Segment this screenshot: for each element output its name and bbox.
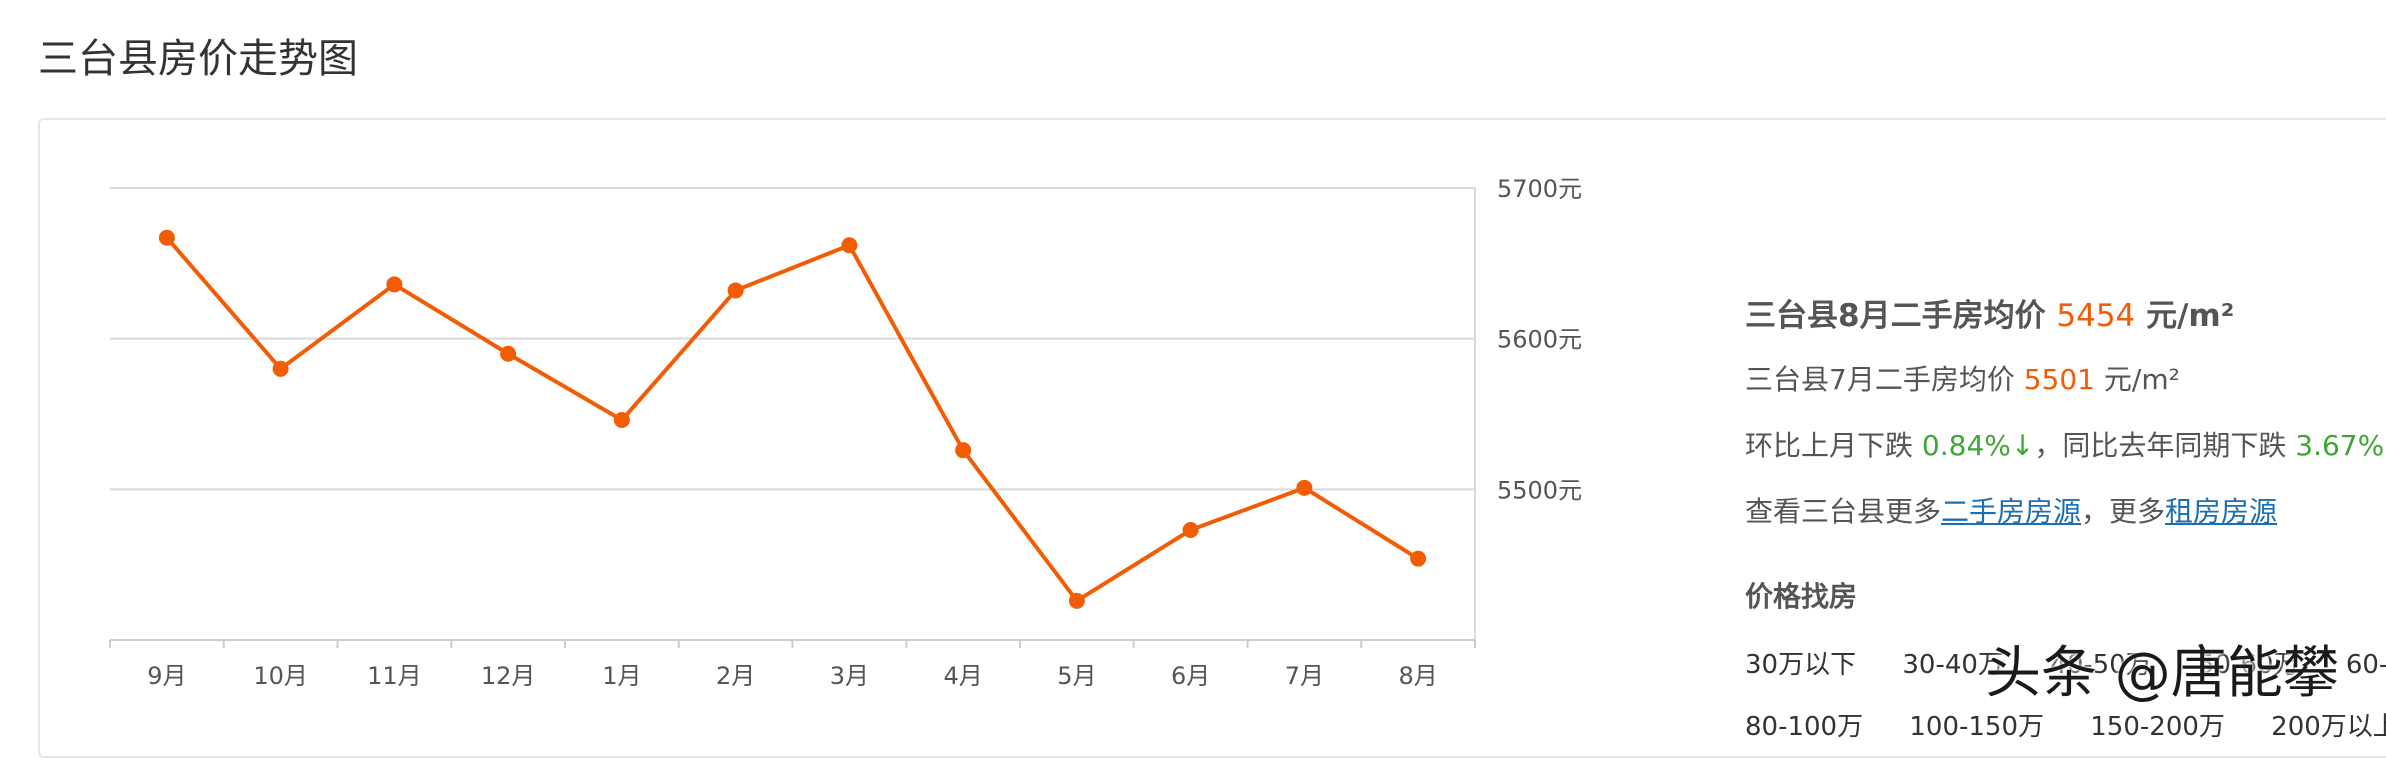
price-change: 环比上月下跌 0.84%↓，同比去年同期下跌 3.67%↓ (1745, 424, 2386, 464)
data-point (841, 237, 858, 254)
more-rentals-label: ，更多 (2081, 495, 2166, 528)
price-trend-chart: 5500元 5600元 5700元 9月 10月 11月 12月 1月 2月 3月 4月 5月 6月 7月… (109, 175, 1582, 690)
yoy-change-label: ，同比去年同期下跌 (2034, 429, 2287, 462)
x-tick-label: 12月 (481, 662, 536, 690)
price-range-option[interactable]: 100-150万 (1909, 712, 2044, 742)
grid-lines (110, 187, 1475, 491)
data-point (1182, 522, 1199, 539)
current-avg-label: 三台县8月二手房均价 (1745, 298, 2046, 334)
x-tick-label: 5月 (1057, 662, 1096, 690)
price-search-title: 价格找房 (1745, 580, 1858, 613)
current-avg-value: 5454 (2056, 298, 2136, 334)
previous-avg-value: 5501 (2023, 363, 2095, 396)
y-tick-label: 5500元 (1497, 476, 1582, 504)
price-range-option[interactable]: 30-40万 (1902, 650, 2004, 680)
x-tick-label: 7月 (1285, 662, 1324, 690)
more-listings: 查看三台县更多二手房房源，更多租房房源 (1745, 490, 2277, 530)
series-line (165, 236, 1420, 603)
x-tick-label: 6月 (1171, 662, 1210, 690)
previous-avg-label: 三台县7月二手房均价 (1745, 363, 2015, 396)
data-point (955, 442, 972, 459)
x-tick-label: 1月 (602, 662, 641, 690)
data-point (727, 282, 744, 299)
x-tick-label: 10月 (253, 662, 308, 690)
mom-change-value: 0.84%↓ (1921, 429, 2035, 462)
chart-panel: 5500元 5600元 5700元 9月 10月 11月 12月 1月 2月 3月 4月 5月 6月 7月… (38, 118, 2386, 758)
y-tick-label: 5700元 (1497, 175, 1582, 203)
x-tick-label: 8月 (1398, 662, 1437, 690)
current-avg-unit: 元/m² (2146, 298, 2235, 334)
x-tick-label: 11月 (367, 662, 422, 690)
series-line (165, 236, 1420, 603)
data-point (1410, 550, 1427, 567)
price-range-option[interactable]: 80-100万 (1745, 712, 1864, 742)
price-range-option[interactable]: 50-60万 (2198, 650, 2300, 680)
price-range-row-1: 30万以下 30-40万 40-50万 50-60万 60-80万 (1745, 644, 2386, 681)
data-point (386, 276, 403, 293)
price-range-option[interactable]: 200万以上 (2271, 712, 2386, 742)
x-tick-label: 2月 (716, 662, 755, 690)
x-tick-label: 4月 (943, 662, 982, 690)
mom-change-label: 环比上月下跌 (1745, 429, 1914, 462)
data-point (158, 229, 175, 246)
data-point (1068, 592, 1085, 609)
yoy-change-value: 3.67%↓ (2295, 429, 2386, 462)
axes (109, 188, 1476, 648)
rental-listings-link[interactable]: 租房房源 (2165, 495, 2278, 528)
price-range-option[interactable]: 150-200万 (2090, 712, 2225, 742)
price-range-option[interactable]: 40-50万 (2050, 650, 2152, 680)
price-range-row-2: 80-100万 100-150万 150-200万 200万以上 (1745, 706, 2386, 743)
y-tick-label: 5600元 (1497, 326, 1582, 354)
more-listings-label: 查看三台县更多 (1745, 495, 1942, 528)
x-tick-label: 3月 (830, 662, 869, 690)
page-title: 三台县房价走势图 (38, 36, 358, 82)
tick-labels: 5500元 5600元 5700元 9月 10月 11月 12月 1月 2月 3月 4月 5月 6月 7月… (147, 175, 1582, 690)
current-avg-price: 三台县8月二手房均价 5454 元/m² (1745, 290, 2234, 335)
x-tick-label: 9月 (147, 662, 186, 690)
data-point (500, 345, 517, 362)
price-range-option[interactable]: 30万以下 (1745, 650, 1857, 680)
price-range-option[interactable]: 60-80万 (2345, 650, 2386, 680)
data-point (613, 412, 630, 429)
previous-avg-unit: 元/m² (2103, 363, 2180, 396)
second-hand-listings-link[interactable]: 二手房房源 (1941, 495, 2082, 528)
data-point (1296, 479, 1313, 496)
data-points (158, 229, 1427, 609)
previous-avg-price: 三台县7月二手房均价 5501 元/m² (1745, 358, 2180, 398)
watermark: 头条 @唐能攀 (1985, 641, 2339, 706)
data-point (272, 360, 289, 377)
